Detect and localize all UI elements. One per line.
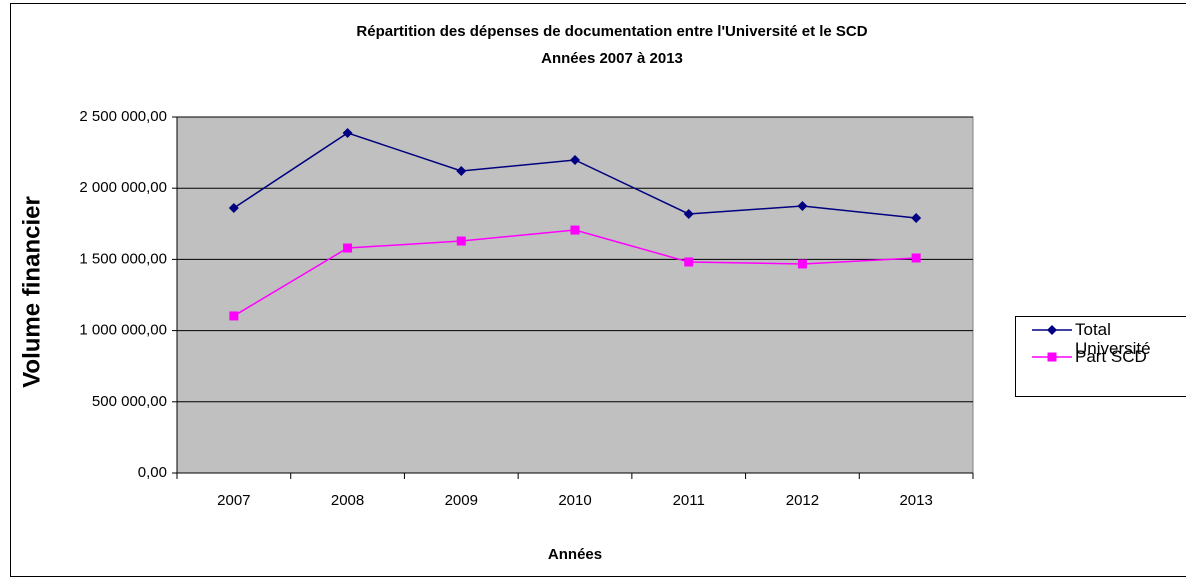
x-tick-label: 2013 (899, 492, 932, 509)
plot-area (176, 116, 974, 474)
marker (911, 253, 921, 263)
legend-label: Total Université (1075, 320, 1151, 358)
marker (229, 311, 239, 321)
marker (570, 155, 580, 166)
y-tick-label: 0,00 (138, 464, 167, 481)
x-tick-label: 2008 (331, 492, 364, 509)
legend-marker (1047, 325, 1057, 335)
x-tick-label: 2009 (445, 492, 478, 509)
chart-title: Répartition des dépenses de documentatio… (356, 23, 867, 40)
marker (343, 243, 353, 253)
x-tick-label: 2007 (217, 492, 250, 509)
y-tick-label: 2 000 000,00 (79, 179, 167, 196)
marker (911, 212, 922, 223)
marker (228, 202, 239, 213)
y-tick-label: 2 500 000,00 (79, 108, 167, 125)
marker (456, 165, 467, 176)
legend-marker (1047, 352, 1057, 362)
x-axis-label: Années (548, 546, 602, 563)
x-tick-label: 2012 (786, 492, 819, 509)
y-tick-label: 1 500 000,00 (79, 250, 167, 267)
marker (797, 259, 807, 269)
marker (570, 225, 580, 235)
legend-label: Part SCD (1075, 347, 1147, 366)
x-tick-label: 2011 (673, 492, 705, 509)
marker (683, 208, 694, 219)
y-axis-label: Volume financier (18, 196, 45, 388)
marker (684, 257, 694, 267)
x-tick-label: 2010 (558, 492, 591, 509)
marker (456, 236, 466, 246)
marker (342, 127, 353, 138)
y-tick-label: 500 000,00 (92, 393, 167, 410)
chart-subtitle: Années 2007 à 2013 (541, 50, 683, 67)
y-tick-label: 1 000 000,00 (79, 322, 167, 339)
marker (797, 201, 808, 211)
